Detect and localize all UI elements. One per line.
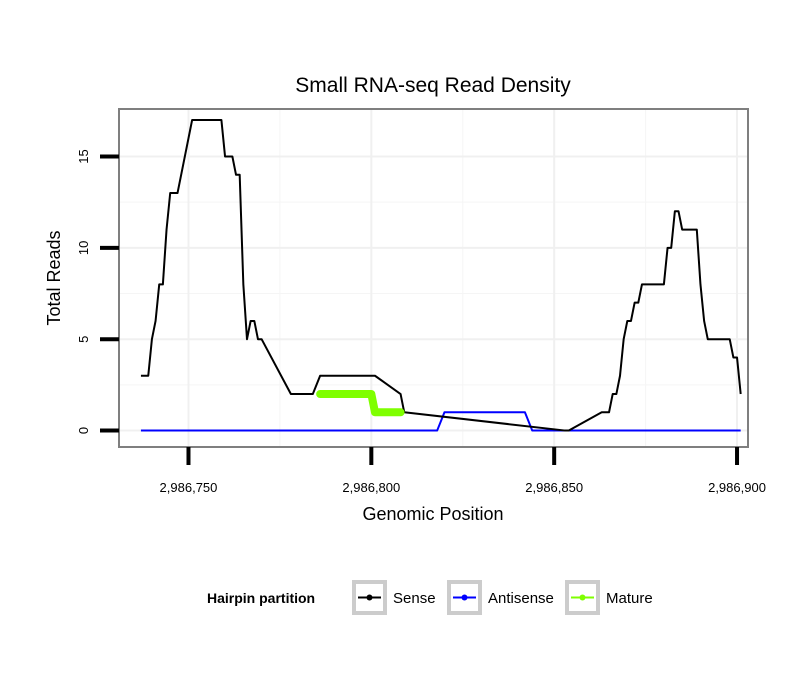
y-tick-label: 10	[76, 241, 91, 255]
panel-border	[118, 108, 749, 448]
series-layer	[140, 118, 742, 432]
x-tick-label: 2,986,800	[342, 480, 400, 495]
series-line-sense	[140, 118, 742, 432]
series-line-mature	[316, 390, 405, 417]
legend-point-mature	[579, 594, 586, 601]
legend-point-antisense	[461, 594, 468, 601]
legend-point-sense	[366, 594, 373, 601]
legend-item-sense: Sense	[352, 580, 436, 615]
y-tick-label: 15	[76, 149, 91, 163]
x-tick-label: 2,986,850	[525, 480, 583, 495]
y-tick-label: 0	[76, 427, 91, 434]
y-tick-label: 5	[76, 336, 91, 343]
legend-item-antisense: Antisense	[447, 580, 554, 615]
legend: Hairpin partition Sense Antisense Mature	[207, 580, 653, 615]
x-axis-label: Genomic Position	[362, 504, 503, 524]
legend-item-mature: Mature	[565, 580, 653, 615]
axes: 2,986,750 2,986,800 2,986,850 2,986,900 0 5 10…	[76, 149, 766, 495]
x-tick-label: 2,986,900	[708, 480, 766, 495]
chart-title: Small RNA-seq Read Density	[295, 74, 571, 97]
legend-label-mature: Mature	[606, 590, 653, 607]
panel-background	[119, 109, 748, 447]
legend-title: Hairpin partition	[207, 590, 315, 606]
y-axis-label: Total Reads	[44, 230, 64, 325]
legend-label-sense: Sense	[393, 590, 436, 607]
legend-label-antisense: Antisense	[488, 590, 554, 607]
x-tick-label: 2,986,750	[160, 480, 218, 495]
